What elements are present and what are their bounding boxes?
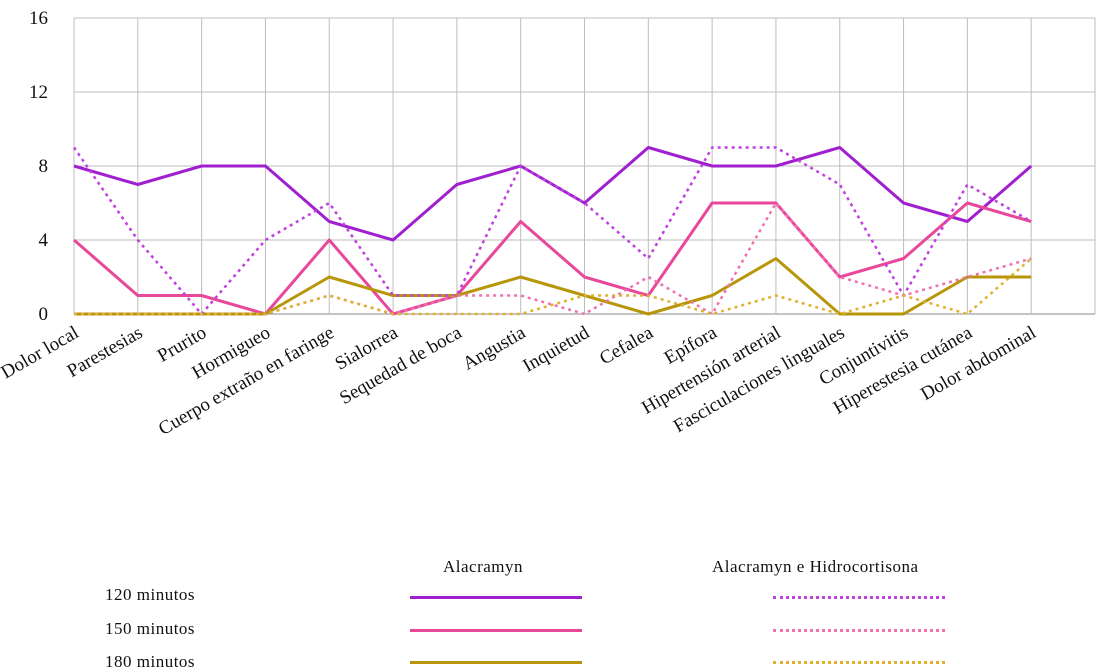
series-line-2 <box>74 257 1032 316</box>
series-line-0 <box>73 146 1033 242</box>
x-tick-label: Inquietud <box>519 322 593 377</box>
series-lines <box>72 146 1033 316</box>
series-line-3 <box>72 146 1032 316</box>
y-tick-label: 0 <box>39 304 49 325</box>
y-tick-label: 16 <box>29 8 48 29</box>
y-tick-label: 12 <box>29 82 48 103</box>
x-tick-label: Angustia <box>459 322 529 375</box>
y-tick-label: 8 <box>39 156 49 177</box>
y-tick-label: 4 <box>39 230 49 251</box>
series-line-5 <box>74 257 1033 316</box>
series-line-1 <box>73 201 1032 316</box>
y-axis-ticks: 0 4 8 12 16 <box>29 8 49 325</box>
x-tick-label: Cefalea <box>596 322 657 369</box>
